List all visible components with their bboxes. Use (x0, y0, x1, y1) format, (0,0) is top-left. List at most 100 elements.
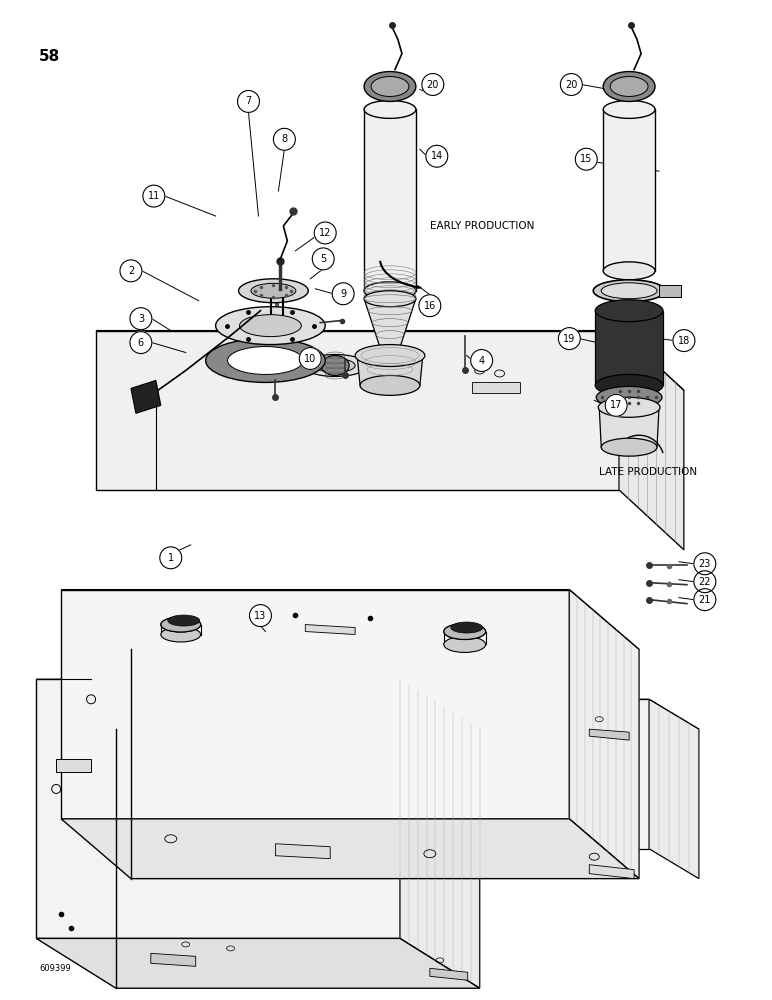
Circle shape (314, 222, 336, 244)
Ellipse shape (251, 283, 296, 298)
Ellipse shape (355, 345, 425, 366)
Circle shape (471, 350, 493, 371)
Polygon shape (489, 699, 699, 729)
Polygon shape (489, 699, 649, 849)
Text: 2: 2 (128, 266, 134, 276)
Polygon shape (472, 382, 520, 393)
Ellipse shape (321, 356, 349, 375)
Text: 58: 58 (39, 49, 60, 64)
Text: 15: 15 (580, 154, 592, 164)
Polygon shape (96, 331, 619, 490)
Circle shape (694, 571, 716, 593)
Ellipse shape (364, 100, 416, 118)
Polygon shape (276, 844, 330, 859)
Ellipse shape (451, 622, 482, 633)
Text: 8: 8 (281, 134, 287, 144)
Polygon shape (36, 679, 400, 938)
Text: 21: 21 (699, 595, 711, 605)
Ellipse shape (364, 282, 416, 300)
Ellipse shape (364, 291, 416, 307)
Text: 20: 20 (565, 80, 577, 90)
Ellipse shape (215, 307, 325, 345)
Text: 7: 7 (245, 96, 252, 106)
Text: LATE PRODUCTION: LATE PRODUCTION (599, 467, 697, 477)
Polygon shape (56, 759, 91, 772)
Ellipse shape (364, 72, 416, 101)
Circle shape (130, 332, 152, 354)
Circle shape (120, 260, 142, 282)
Polygon shape (96, 331, 684, 390)
Circle shape (558, 328, 581, 350)
Text: 14: 14 (431, 151, 443, 161)
Circle shape (273, 128, 296, 150)
Polygon shape (61, 590, 639, 649)
Polygon shape (131, 380, 161, 413)
Ellipse shape (603, 72, 655, 101)
Circle shape (694, 553, 716, 575)
Polygon shape (151, 953, 195, 966)
Circle shape (422, 74, 444, 95)
Circle shape (238, 90, 259, 112)
Ellipse shape (161, 627, 201, 642)
Circle shape (426, 145, 448, 167)
Text: 22: 22 (699, 577, 711, 587)
Ellipse shape (205, 339, 325, 382)
Ellipse shape (444, 624, 486, 639)
Circle shape (560, 74, 582, 95)
Text: 23: 23 (699, 559, 711, 569)
Text: 1: 1 (168, 553, 174, 563)
Polygon shape (595, 311, 663, 385)
Ellipse shape (598, 397, 660, 417)
Text: 19: 19 (564, 334, 575, 344)
Ellipse shape (603, 100, 655, 118)
Text: 12: 12 (319, 228, 331, 238)
Ellipse shape (603, 262, 655, 280)
Ellipse shape (596, 386, 662, 408)
Ellipse shape (239, 279, 308, 303)
Circle shape (605, 394, 627, 416)
Ellipse shape (593, 280, 665, 302)
Circle shape (130, 308, 152, 330)
Ellipse shape (161, 617, 201, 632)
Polygon shape (619, 331, 684, 550)
Text: 13: 13 (254, 611, 266, 621)
Circle shape (249, 605, 272, 627)
Ellipse shape (601, 283, 657, 299)
Ellipse shape (610, 77, 648, 96)
Polygon shape (659, 285, 681, 297)
Circle shape (575, 148, 598, 170)
Polygon shape (305, 625, 355, 635)
Polygon shape (36, 938, 479, 988)
Polygon shape (36, 679, 479, 729)
Ellipse shape (161, 617, 201, 632)
Text: 4: 4 (479, 356, 485, 366)
Polygon shape (400, 679, 479, 988)
Ellipse shape (228, 347, 303, 374)
Polygon shape (61, 590, 569, 819)
Circle shape (312, 248, 334, 270)
Text: EARLY PRODUCTION: EARLY PRODUCTION (430, 221, 534, 231)
Ellipse shape (601, 438, 657, 456)
Ellipse shape (315, 359, 355, 372)
Ellipse shape (303, 355, 367, 376)
Ellipse shape (444, 624, 486, 639)
Polygon shape (430, 968, 468, 980)
Polygon shape (599, 407, 659, 447)
Text: 18: 18 (678, 336, 690, 346)
Ellipse shape (360, 375, 420, 395)
Polygon shape (364, 109, 416, 291)
Ellipse shape (595, 374, 663, 396)
Text: 17: 17 (610, 400, 622, 410)
Ellipse shape (239, 315, 301, 337)
Polygon shape (649, 699, 699, 879)
Text: 10: 10 (304, 354, 317, 364)
Polygon shape (364, 299, 416, 354)
Polygon shape (603, 109, 655, 271)
Text: 3: 3 (138, 314, 144, 324)
Circle shape (143, 185, 164, 207)
Ellipse shape (595, 300, 663, 322)
Circle shape (160, 547, 181, 569)
Text: 5: 5 (320, 254, 327, 264)
Ellipse shape (168, 615, 200, 626)
Polygon shape (569, 590, 639, 879)
